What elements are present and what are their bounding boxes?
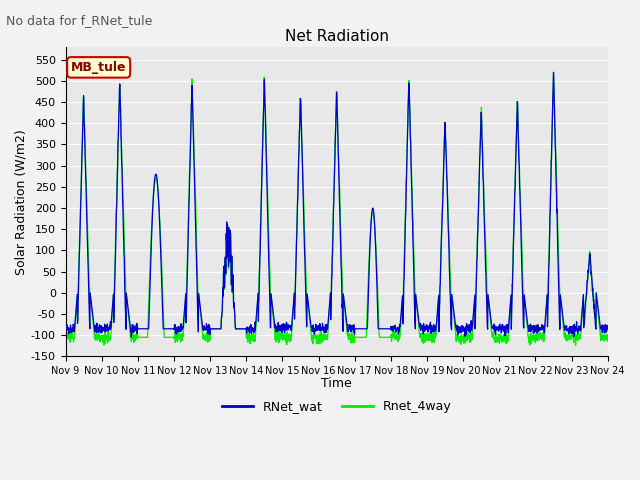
RNet_wat <box>213 326 221 332</box>
Text: No data for f_RNet_tule: No data for f_RNet_tule <box>6 14 153 27</box>
Rnet_4way <box>572 343 579 348</box>
Y-axis label: Solar Radiation (W/m2): Solar Radiation (W/m2) <box>15 129 28 275</box>
RNet_wat <box>556 292 564 298</box>
Rnet_4way <box>213 326 221 332</box>
RNet_wat <box>61 324 69 330</box>
Rnet_4way <box>352 335 360 340</box>
RNet_wat <box>572 324 579 330</box>
Title: Net Radiation: Net Radiation <box>285 29 388 44</box>
Rnet_4way <box>572 336 579 341</box>
Text: MB_tule: MB_tule <box>71 61 127 74</box>
RNet_wat <box>604 324 612 330</box>
Rnet_4way <box>604 337 612 343</box>
RNet_wat <box>550 69 557 75</box>
Line: Rnet_4way: Rnet_4way <box>65 76 608 346</box>
Legend: RNet_wat, Rnet_4way: RNet_wat, Rnet_4way <box>217 395 456 418</box>
RNet_wat <box>127 334 135 340</box>
Rnet_4way <box>550 73 557 79</box>
X-axis label: Time: Time <box>321 377 352 390</box>
Line: RNet_wat: RNet_wat <box>65 72 608 337</box>
Rnet_4way <box>556 306 564 312</box>
RNet_wat <box>364 299 372 304</box>
RNet_wat <box>495 324 502 330</box>
RNet_wat <box>353 326 360 332</box>
Rnet_4way <box>494 335 502 341</box>
Rnet_4way <box>364 287 372 292</box>
Rnet_4way <box>61 333 69 338</box>
